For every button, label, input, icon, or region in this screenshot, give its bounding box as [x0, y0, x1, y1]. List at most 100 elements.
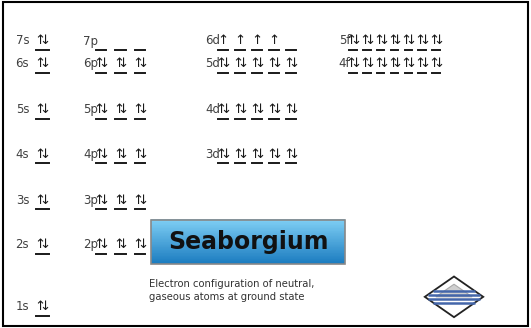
Text: ↓: ↓ — [433, 57, 444, 71]
Text: ↑: ↑ — [35, 238, 45, 251]
Text: ↑: ↑ — [216, 103, 226, 116]
Bar — [151, 220, 345, 221]
Text: ↑: ↑ — [233, 148, 243, 161]
Text: ↓: ↓ — [350, 57, 361, 71]
Text: ↑: ↑ — [359, 57, 370, 71]
Text: 5p: 5p — [83, 103, 98, 116]
Text: ↑: ↑ — [35, 103, 45, 116]
Text: ↓: ↓ — [98, 238, 109, 251]
Text: 5f: 5f — [339, 34, 350, 48]
Bar — [151, 263, 345, 264]
Text: 4s: 4s — [15, 148, 29, 161]
Text: 6s: 6s — [15, 57, 29, 71]
Text: ↓: ↓ — [118, 57, 129, 71]
Text: ↓: ↓ — [288, 148, 299, 161]
Text: ↑: ↑ — [133, 238, 143, 251]
Bar — [151, 233, 345, 234]
Bar — [151, 225, 345, 226]
Text: ↓: ↓ — [138, 194, 148, 207]
Bar — [151, 223, 345, 224]
Bar — [151, 219, 345, 220]
Bar — [151, 261, 345, 262]
Text: ↓: ↓ — [406, 57, 416, 71]
Bar — [151, 254, 345, 255]
Bar — [151, 262, 345, 263]
Text: ↓: ↓ — [254, 148, 265, 161]
Bar — [151, 256, 345, 257]
Polygon shape — [436, 284, 472, 297]
Text: ↓: ↓ — [118, 238, 129, 251]
Text: 2p: 2p — [83, 238, 98, 251]
Bar — [151, 226, 345, 227]
Bar — [151, 253, 345, 254]
Text: 1s: 1s — [15, 300, 29, 313]
Text: ↑: ↑ — [133, 103, 143, 116]
Bar — [151, 260, 345, 261]
Text: ↓: ↓ — [288, 103, 299, 116]
Text: ↑: ↑ — [235, 34, 245, 48]
Text: ↑: ↑ — [133, 57, 143, 71]
Bar — [151, 241, 345, 242]
Text: ↑: ↑ — [387, 57, 398, 71]
Text: ↑: ↑ — [401, 34, 412, 48]
Bar — [151, 242, 345, 243]
Bar — [151, 231, 345, 232]
Text: 6p: 6p — [83, 57, 98, 71]
Text: Electron configuration of neutral,: Electron configuration of neutral, — [149, 279, 314, 289]
Bar — [151, 257, 345, 258]
Bar — [151, 258, 345, 259]
Text: ↓: ↓ — [118, 148, 129, 161]
Bar — [151, 238, 345, 239]
Text: 7s: 7s — [15, 34, 29, 48]
Text: ↑: ↑ — [93, 238, 104, 251]
Text: 4d: 4d — [205, 103, 220, 116]
Text: ↓: ↓ — [237, 57, 248, 71]
Bar — [151, 229, 345, 230]
Text: ↓: ↓ — [40, 34, 50, 48]
Bar — [151, 252, 345, 253]
Text: ↑: ↑ — [252, 34, 262, 48]
Text: ↑: ↑ — [35, 148, 45, 161]
Bar — [151, 222, 345, 223]
Bar — [151, 234, 345, 235]
Text: ↑: ↑ — [284, 103, 294, 116]
Text: ↑: ↑ — [373, 57, 384, 71]
Text: ↓: ↓ — [220, 103, 231, 116]
Text: ↓: ↓ — [98, 194, 109, 207]
Bar — [151, 227, 345, 228]
Text: 3d: 3d — [205, 148, 220, 161]
Bar — [151, 244, 345, 245]
Text: ↑: ↑ — [93, 103, 104, 116]
Text: ↓: ↓ — [40, 103, 50, 116]
Bar — [151, 243, 345, 244]
Text: ↓: ↓ — [138, 57, 148, 71]
Text: ↓: ↓ — [433, 34, 444, 48]
Bar — [151, 230, 345, 231]
Text: ↑: ↑ — [35, 57, 45, 71]
Bar — [151, 224, 345, 225]
Text: ↓: ↓ — [98, 148, 109, 161]
Text: 4f: 4f — [339, 57, 350, 71]
Text: ↑: ↑ — [284, 57, 294, 71]
Text: ↓: ↓ — [271, 148, 282, 161]
Text: ↑: ↑ — [359, 34, 370, 48]
Bar — [151, 259, 345, 260]
Bar — [151, 220, 345, 264]
Text: ↑: ↑ — [373, 34, 384, 48]
Text: ↓: ↓ — [40, 194, 50, 207]
Text: ↓: ↓ — [271, 57, 282, 71]
Text: ↓: ↓ — [419, 34, 430, 48]
Bar — [151, 247, 345, 248]
Bar — [151, 232, 345, 233]
Text: ↓: ↓ — [220, 148, 231, 161]
Bar — [151, 250, 345, 251]
Text: ↑: ↑ — [218, 34, 228, 48]
Bar — [151, 234, 345, 235]
Text: ↓: ↓ — [271, 103, 282, 116]
Text: ↓: ↓ — [254, 57, 265, 71]
Text: ↓: ↓ — [392, 57, 402, 71]
Text: ↓: ↓ — [220, 57, 231, 71]
Text: 3s: 3s — [16, 194, 29, 207]
Bar — [151, 261, 345, 262]
Bar — [151, 245, 345, 246]
